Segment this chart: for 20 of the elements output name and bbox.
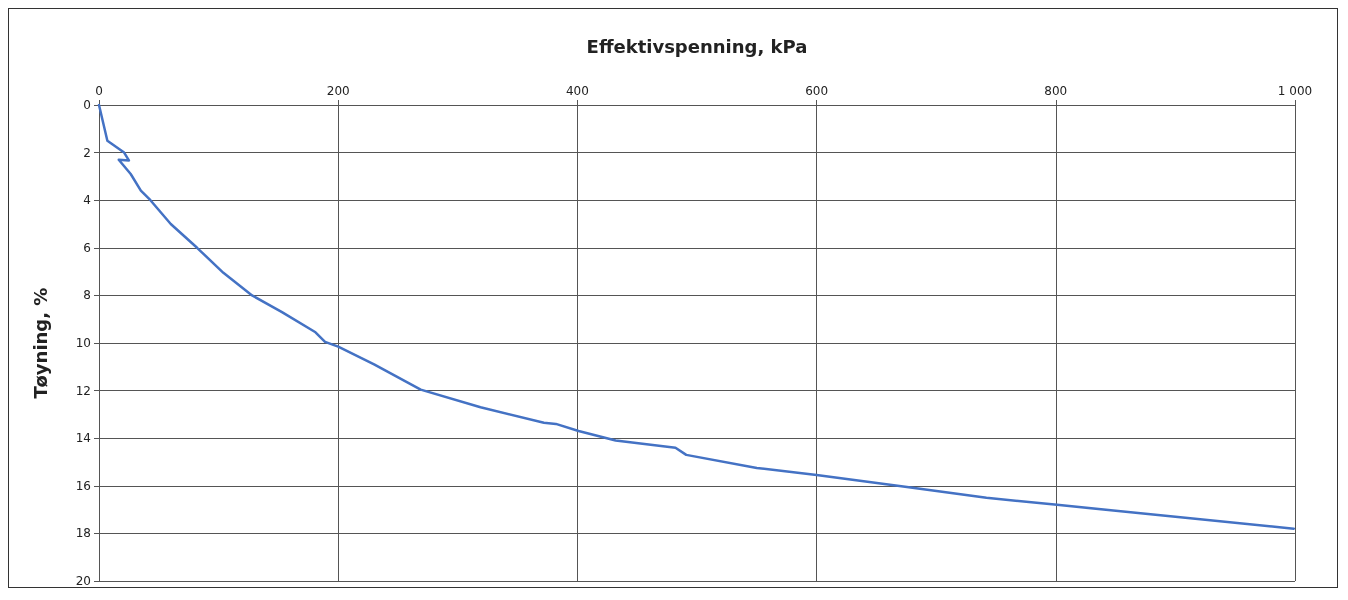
x-tick-label: 600	[805, 84, 829, 98]
x-tick-label: 0	[95, 84, 103, 98]
x-tick-label: 400	[565, 84, 589, 98]
y-tick-label: 8	[83, 288, 91, 303]
y-tick-label: 4	[83, 193, 91, 208]
y-tick-label: 6	[83, 240, 91, 255]
y-tick-label: 18	[75, 526, 91, 541]
y-tick-label: 10	[75, 336, 91, 350]
y-tick-label: 12	[75, 383, 91, 398]
y-tick-label: 0	[83, 98, 91, 112]
x-axis-title: Effektivspenning, kPa	[586, 35, 808, 57]
x-tick-label: 800	[1044, 84, 1068, 98]
y-tick-label: 16	[75, 478, 91, 493]
line-series	[97, 103, 1296, 530]
x-tick-label: 200	[326, 84, 350, 98]
y-tick-label: 14	[75, 431, 91, 446]
y-tick-label: 2	[83, 145, 91, 160]
x-tick-label: 1 000	[1277, 84, 1313, 98]
y-axis-title: Tøyning, %	[29, 287, 51, 399]
y-tick-label: 20	[75, 574, 91, 588]
